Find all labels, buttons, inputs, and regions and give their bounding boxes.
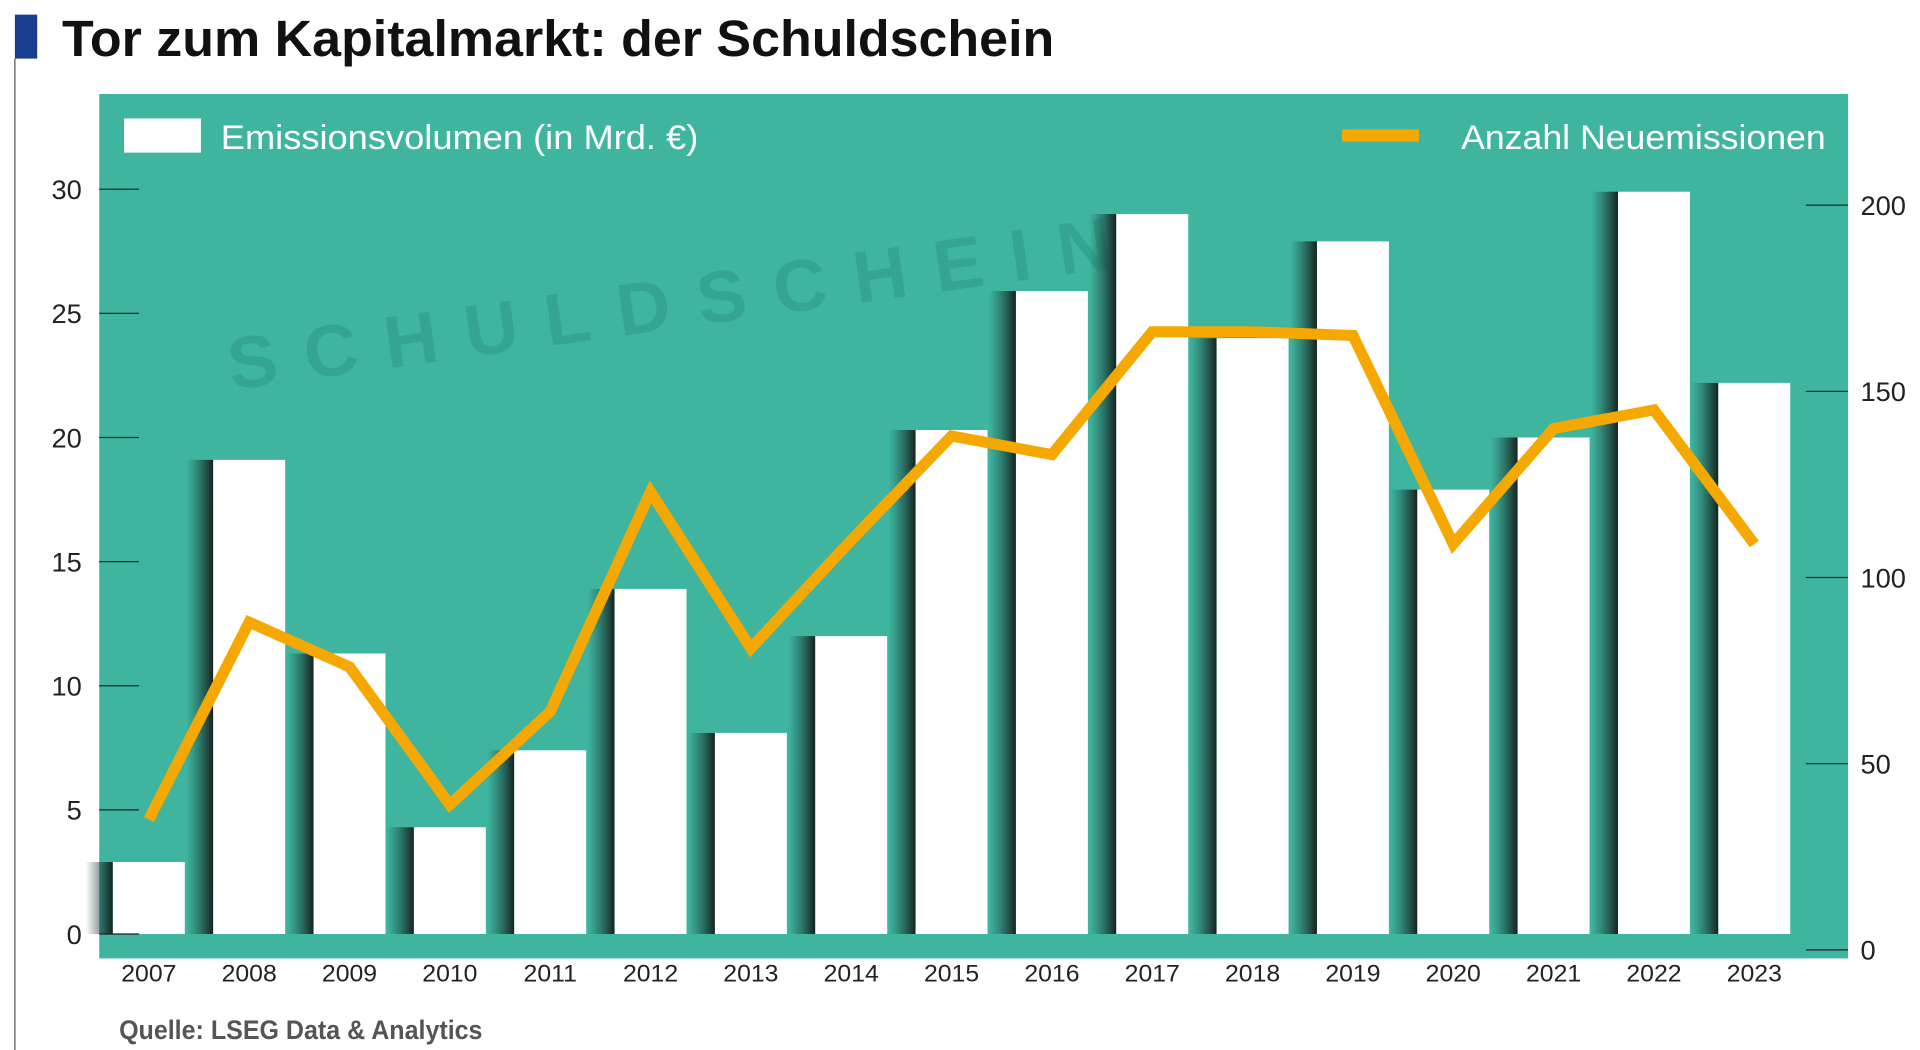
x-tick-label: 2023	[1727, 961, 1782, 988]
y-left-tick-label: 25	[52, 298, 82, 329]
bar-2023	[1718, 382, 1791, 935]
line-series-anzahl	[143, 326, 1759, 823]
x-tick-label: 2014	[824, 961, 879, 988]
y-left-tick-label: 0	[67, 919, 82, 950]
x-tick-label: 2012	[623, 961, 678, 988]
y-left-tick-label: 10	[52, 671, 82, 702]
bar-shadow	[486, 750, 515, 935]
bar-shadow	[286, 653, 314, 935]
bar-2007	[112, 862, 185, 935]
chart-title: Tor zum Kapitalmarkt: der Schuldschein	[62, 10, 1054, 68]
x-tick-label: 2008	[222, 961, 277, 988]
y-right-tick-label: 0	[1860, 935, 1875, 966]
source-note: Quelle: LSEG Data & Analytics	[119, 1014, 482, 1045]
bar-shadow	[85, 862, 113, 935]
bar-2015	[915, 430, 988, 935]
legend-line-label: Anzahl Neuemissionen	[1461, 119, 1826, 157]
bar-shadow	[988, 291, 1016, 935]
x-tick-label: 2007	[121, 961, 176, 988]
bar-shadow	[787, 636, 816, 935]
bar-shadow	[687, 732, 715, 935]
bar-shadow	[587, 588, 615, 935]
bar-2020	[1417, 489, 1490, 935]
x-tick-label: 2021	[1526, 961, 1581, 988]
y-right-tick-label: 150	[1860, 376, 1906, 407]
x-tick-label: 2020	[1426, 961, 1481, 988]
title-marker	[14, 14, 38, 59]
bar-2010	[413, 827, 486, 935]
bar-shadow	[386, 827, 414, 935]
bar-shadow	[888, 430, 916, 935]
bar-shadow	[1189, 338, 1217, 935]
bar-2018	[1216, 338, 1289, 935]
x-tick-label: 2018	[1225, 961, 1280, 988]
bar-2011	[514, 750, 587, 935]
x-tick-label: 2013	[723, 961, 778, 988]
x-tick-label: 2017	[1125, 961, 1180, 988]
bar-2019	[1316, 241, 1389, 935]
legend-bar-swatch	[124, 118, 201, 153]
y-left-tick-label: 5	[67, 795, 82, 826]
y-left-tick-label: 30	[52, 174, 82, 205]
bar-shadow	[1088, 214, 1117, 935]
bar-2013	[714, 732, 787, 935]
bar-2008	[213, 459, 286, 935]
bar-2014	[815, 636, 888, 935]
x-tick-label: 2022	[1626, 961, 1681, 988]
x-tick-label: 2010	[422, 961, 477, 988]
x-tick-label: 2009	[322, 961, 377, 988]
y-right-tick-label: 100	[1860, 562, 1906, 593]
y-right-tick-label: 50	[1860, 749, 1890, 780]
bar-2022	[1617, 191, 1690, 935]
x-tick-label: 2011	[524, 961, 577, 988]
x-tick-label: 2019	[1325, 961, 1380, 988]
bar-shadow	[1590, 191, 1618, 935]
y-right-tick-label: 200	[1860, 190, 1906, 221]
bar-2021	[1517, 437, 1590, 935]
x-tick-label: 2016	[1024, 961, 1079, 988]
bar-shadow	[1390, 489, 1418, 935]
bar-shadow	[1490, 437, 1518, 935]
bar-2016	[1015, 291, 1088, 935]
bar-2017	[1116, 214, 1189, 935]
legend-line-swatch	[1342, 129, 1419, 142]
legend-bar-label: Emissionsvolumen (in Mrd. €)	[221, 119, 699, 157]
y-left-tick-label: 20	[52, 422, 82, 453]
bar-shadow	[1289, 241, 1317, 935]
y-left-tick-label: 15	[52, 547, 82, 578]
x-tick-label: 2015	[924, 961, 979, 988]
bar-2012	[614, 588, 687, 935]
